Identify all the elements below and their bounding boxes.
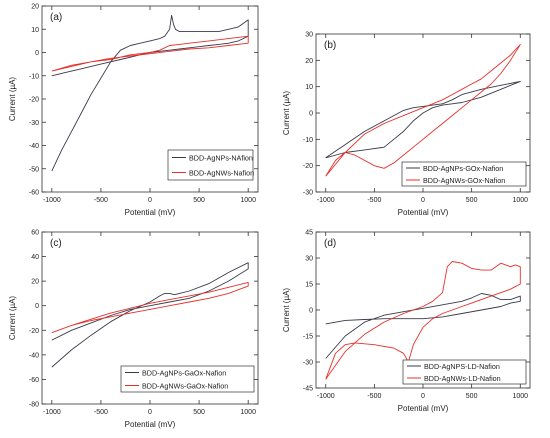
y-tick-label: -10 — [303, 137, 313, 144]
y-tick-label: 0 — [309, 308, 313, 315]
legend-box — [120, 365, 255, 393]
y-tick-label: -20 — [29, 97, 39, 104]
panel-label: (c) — [50, 238, 62, 249]
y-tick-label: 40 — [31, 254, 39, 261]
y-tick-label: 0 — [35, 303, 39, 310]
y-axis-label: Current (µA) — [282, 288, 291, 333]
chart-panel-1: -1000 -500 0 500 1000 -60 -50 -40 -30 -20 -10 0 10 20… — [8, 4, 259, 217]
x-tick-label: 0 — [421, 197, 425, 204]
y-tick-label: 10 — [31, 27, 39, 34]
y-tick-label: -15 — [303, 334, 313, 341]
y-axis-label: Current (µA) — [8, 77, 17, 122]
x-tick-label: 500 — [193, 197, 205, 204]
x-tick-label: 0 — [148, 197, 152, 204]
legend-box — [167, 149, 254, 181]
x-tick-label: -500 — [367, 393, 381, 400]
y-tick-label: 60 — [31, 230, 39, 237]
x-axis-label: Potential (mV) — [398, 208, 449, 217]
series-line-1 — [325, 80, 521, 159]
y-tick-label: -80 — [29, 402, 39, 409]
x-tick-label: 1000 — [240, 197, 256, 204]
x-tick-label: 500 — [193, 409, 205, 416]
legend: BDD-AgNPs-GaOx-Nafion BDD-AgNWs-GaOx-Nafi… — [120, 365, 255, 393]
y-tick-label: -20 — [29, 328, 39, 335]
y-tick-label: -60 — [29, 190, 39, 197]
y-tick-label: 30 — [305, 32, 313, 39]
legend: BDD-AgNPs-NAfion BDD-AgNWs-Nafion — [167, 149, 254, 181]
y-axis-label: Current (µA) — [8, 296, 17, 341]
y-tick-label: 10 — [305, 84, 313, 91]
legend-entry: BDD-AgNPs-NAfion — [189, 154, 253, 163]
x-tick-label: 1000 — [512, 393, 528, 400]
legend-entry: BDD-AgNPs-GaOx-Nafion — [142, 369, 226, 378]
y-tick-label: 0 — [35, 50, 39, 57]
series-line-2 — [325, 44, 521, 177]
panel-label: (d) — [324, 238, 336, 249]
legend: BDD-AgNPs-GOx-Nafion BDD-AgNWs-GOx-Nafion — [401, 161, 527, 187]
legend-box — [401, 161, 527, 187]
series-line-2 — [325, 261, 521, 380]
x-tick-label: -500 — [367, 197, 381, 204]
x-tick-label: -500 — [94, 409, 108, 416]
x-tick-label: 1000 — [240, 409, 256, 416]
x-tick-label: 0 — [421, 393, 425, 400]
chart-panel-2: -1000 -500 0 500 1000 -30 -20 -10 0 10 20 30 Potenti… — [282, 32, 531, 217]
y-tick-label: -30 — [303, 190, 313, 197]
y-tick-label: 20 — [31, 4, 39, 11]
legend-entry: BDD-AgNWs-LD-Nafion — [424, 374, 501, 383]
y-tick-label: 30 — [305, 256, 313, 263]
x-tick-label: 0 — [148, 409, 152, 416]
legend-entry: BDD-AgNPS-LD-Nafion — [424, 362, 500, 371]
y-axis-label: Current (µA) — [282, 91, 291, 136]
chart-panel-4: -1000 -500 0 500 1000 -45 -30 -15 0 15 30 45 Potenti… — [282, 230, 531, 413]
series-line-2 — [51, 281, 249, 334]
x-tick-label: 500 — [466, 197, 478, 204]
y-tick-label: -30 — [303, 360, 313, 367]
legend-entry: BDD-AgNWs-GaOx-Nafion — [142, 382, 228, 391]
series-line-2 — [51, 35, 249, 72]
series-line-1 — [51, 14, 249, 172]
chart-panel-3: -1000 -500 0 500 1000 -80 -60 -40 -20 0 20 40 60 Pote… — [8, 230, 259, 429]
y-tick-label: -40 — [29, 143, 39, 150]
legend-entry: BDD-AgNWs-GOx-Nafion — [423, 176, 505, 185]
y-tick-label: -40 — [29, 352, 39, 359]
x-axis-label: Potential (mV) — [125, 420, 176, 429]
legend-entry: BDD-AgNWs-Nafion — [189, 169, 254, 178]
x-axis-label: Potential (mV) — [125, 208, 176, 217]
x-tick-label: -500 — [94, 197, 108, 204]
x-tick-label: -1000 — [317, 393, 335, 400]
y-tick-label: 20 — [31, 279, 39, 286]
y-tick-label: 45 — [305, 230, 313, 237]
y-tick-label: -60 — [29, 377, 39, 384]
y-tick-label: -45 — [303, 386, 313, 393]
y-tick-label: 15 — [305, 282, 313, 289]
y-tick-label: -30 — [29, 120, 39, 127]
y-tick-label: -10 — [29, 73, 39, 80]
y-tick-label: 20 — [305, 58, 313, 65]
x-axis-label: Potential (mV) — [398, 404, 449, 413]
x-tick-label: -1000 — [43, 197, 61, 204]
panel-label: (a) — [50, 12, 62, 23]
series-line-1 — [51, 262, 249, 368]
legend: BDD-AgNPS-LD-Nafion BDD-AgNWs-LD-Nafion — [402, 359, 527, 385]
y-tick-label: -20 — [303, 163, 313, 170]
x-tick-label: -1000 — [43, 409, 61, 416]
legend-box — [402, 359, 527, 385]
panel-label: (b) — [324, 40, 336, 51]
legend-entry: BDD-AgNPs-GOx-Nafion — [423, 164, 503, 173]
x-tick-label: -1000 — [317, 197, 335, 204]
y-tick-label: 0 — [309, 111, 313, 118]
x-tick-label: 1000 — [512, 197, 528, 204]
series-line-1 — [325, 293, 521, 359]
x-tick-label: 500 — [466, 393, 478, 400]
y-tick-label: -50 — [29, 166, 39, 173]
